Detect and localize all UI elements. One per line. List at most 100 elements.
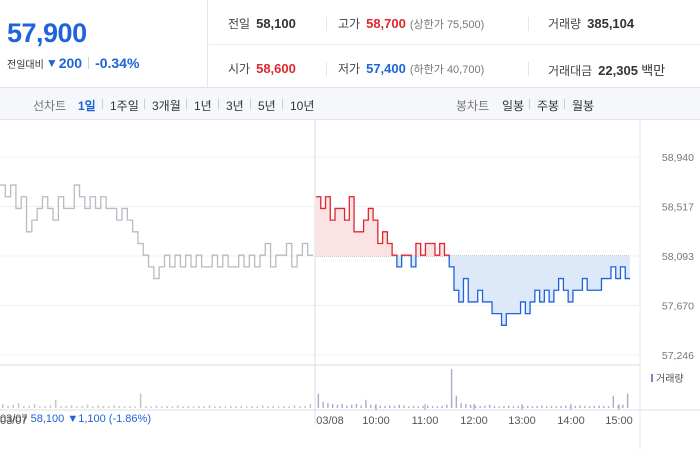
volume-bar: [235, 406, 237, 408]
divider: [564, 99, 565, 109]
stat-prev-close: 전일 58,100: [228, 15, 296, 32]
candle-monthly[interactable]: 월봉: [572, 99, 595, 113]
volume-bar: [129, 405, 131, 408]
stat-value: 385,104: [587, 16, 635, 31]
volume-bar: [150, 406, 152, 408]
volume-bar: [503, 405, 505, 408]
range-10year[interactable]: 10년: [290, 99, 315, 113]
volume-bar: [369, 404, 372, 408]
volume-bar: [267, 406, 269, 408]
prev-date: 03/07: [0, 413, 28, 425]
x-tick-label: 11:00: [412, 415, 439, 427]
range-3year[interactable]: 3년: [226, 99, 244, 113]
stat-open: 시가 58,600: [228, 60, 296, 77]
change-label: 전일대비: [7, 59, 44, 71]
volume-bar: [469, 404, 472, 408]
volume-bar: [565, 405, 567, 408]
volume-bar: [44, 405, 46, 408]
divider: [529, 99, 530, 109]
volume-bar: [60, 406, 62, 408]
volume-bar: [1, 403, 4, 408]
volume-bar: [336, 404, 339, 408]
volume-bar: [81, 405, 84, 408]
volume-bar: [422, 405, 424, 408]
range-1day[interactable]: 1일: [78, 99, 96, 113]
volume-bar: [139, 393, 142, 408]
range-1week[interactable]: 1주일: [110, 99, 139, 113]
volume-bar: [622, 404, 624, 408]
volume-bar: [12, 404, 15, 408]
prev-day-info: 03/07 58,100 ▼1,100 (-1.86%): [0, 413, 151, 425]
volume-bar: [593, 405, 596, 408]
x-tick-label: 12:00: [460, 415, 488, 427]
volume-bar: [579, 405, 581, 408]
candle-daily[interactable]: 일봉: [502, 99, 525, 113]
stat-volume: 거래량 385,104: [548, 15, 634, 32]
volume-bar: [446, 404, 448, 408]
volume-bar: [555, 406, 557, 408]
volume-bar: [17, 403, 20, 408]
volume-bar: [517, 405, 519, 408]
range-1year[interactable]: 1년: [194, 99, 212, 113]
volume-bar: [107, 406, 110, 408]
volume-bar: [507, 405, 510, 408]
y-tick-label: 58,517: [662, 201, 694, 213]
divider: [186, 99, 187, 109]
stat-turnover: 거래대금 22,305 백만: [548, 60, 665, 79]
stat-unit: 백만: [641, 63, 666, 78]
volume-bar: [536, 405, 538, 408]
range-3month[interactable]: 3개월: [152, 99, 181, 113]
divider: [144, 99, 145, 109]
volume-bar: [166, 405, 168, 408]
volume-bar: [123, 406, 126, 408]
volume-bar: [203, 406, 206, 408]
stat-value: 58,600: [256, 61, 296, 76]
divider: [88, 57, 90, 69]
volume-bar: [33, 403, 36, 408]
prev-close: 58,100: [30, 413, 65, 425]
stat-value: 58,100: [256, 16, 296, 31]
volume-bar: [393, 405, 396, 408]
volume-bar: [346, 405, 348, 408]
volume-bar: [92, 406, 94, 408]
volume-bar: [38, 406, 41, 408]
volume-legend-swatch: [651, 374, 653, 382]
divider: [250, 99, 251, 109]
volume-bar: [408, 406, 410, 408]
volume-bar: [102, 405, 105, 408]
volume-bar: [355, 403, 358, 408]
volume-bar: [617, 405, 619, 408]
quote-summary: 57,900 전일대비 ▼ 200 -0.34% 전일 58,100 고가 58,7…: [0, 0, 700, 88]
stat-label: 거래대금: [548, 64, 593, 78]
volume-bar: [584, 405, 586, 408]
volume-bar: [327, 403, 329, 408]
volume-bar: [441, 405, 443, 408]
volume-bar: [341, 403, 343, 408]
volume-bar: [7, 405, 9, 408]
candle-weekly[interactable]: 주봉: [537, 99, 560, 113]
stat-value: 22,305: [598, 63, 638, 78]
volume-bar: [317, 393, 320, 408]
x-tick-label: 03/08: [316, 415, 344, 427]
y-tick-label: 58,093: [662, 251, 694, 263]
volume-bar: [484, 405, 486, 408]
volume-bar: [28, 405, 30, 408]
volume-bar: [240, 405, 243, 408]
volume-bar: [182, 406, 184, 408]
x-tick-label: 03/07: [0, 415, 28, 427]
volume-bar: [134, 406, 137, 408]
stat-label: 거래량: [548, 17, 582, 31]
volume-bar: [277, 406, 280, 408]
volume-bar: [293, 405, 296, 408]
volume-bar: [145, 405, 147, 408]
divider: [102, 99, 103, 109]
range-5year[interactable]: 5년: [258, 99, 276, 113]
volume-bar: [65, 405, 68, 408]
x-tick-label: 10:00: [362, 415, 390, 427]
volume-bar: [450, 369, 453, 408]
volume-bar: [219, 405, 221, 408]
x-tick-label: 14:00: [557, 415, 585, 427]
volume-bar: [49, 405, 52, 408]
volume-bar: [224, 406, 227, 408]
